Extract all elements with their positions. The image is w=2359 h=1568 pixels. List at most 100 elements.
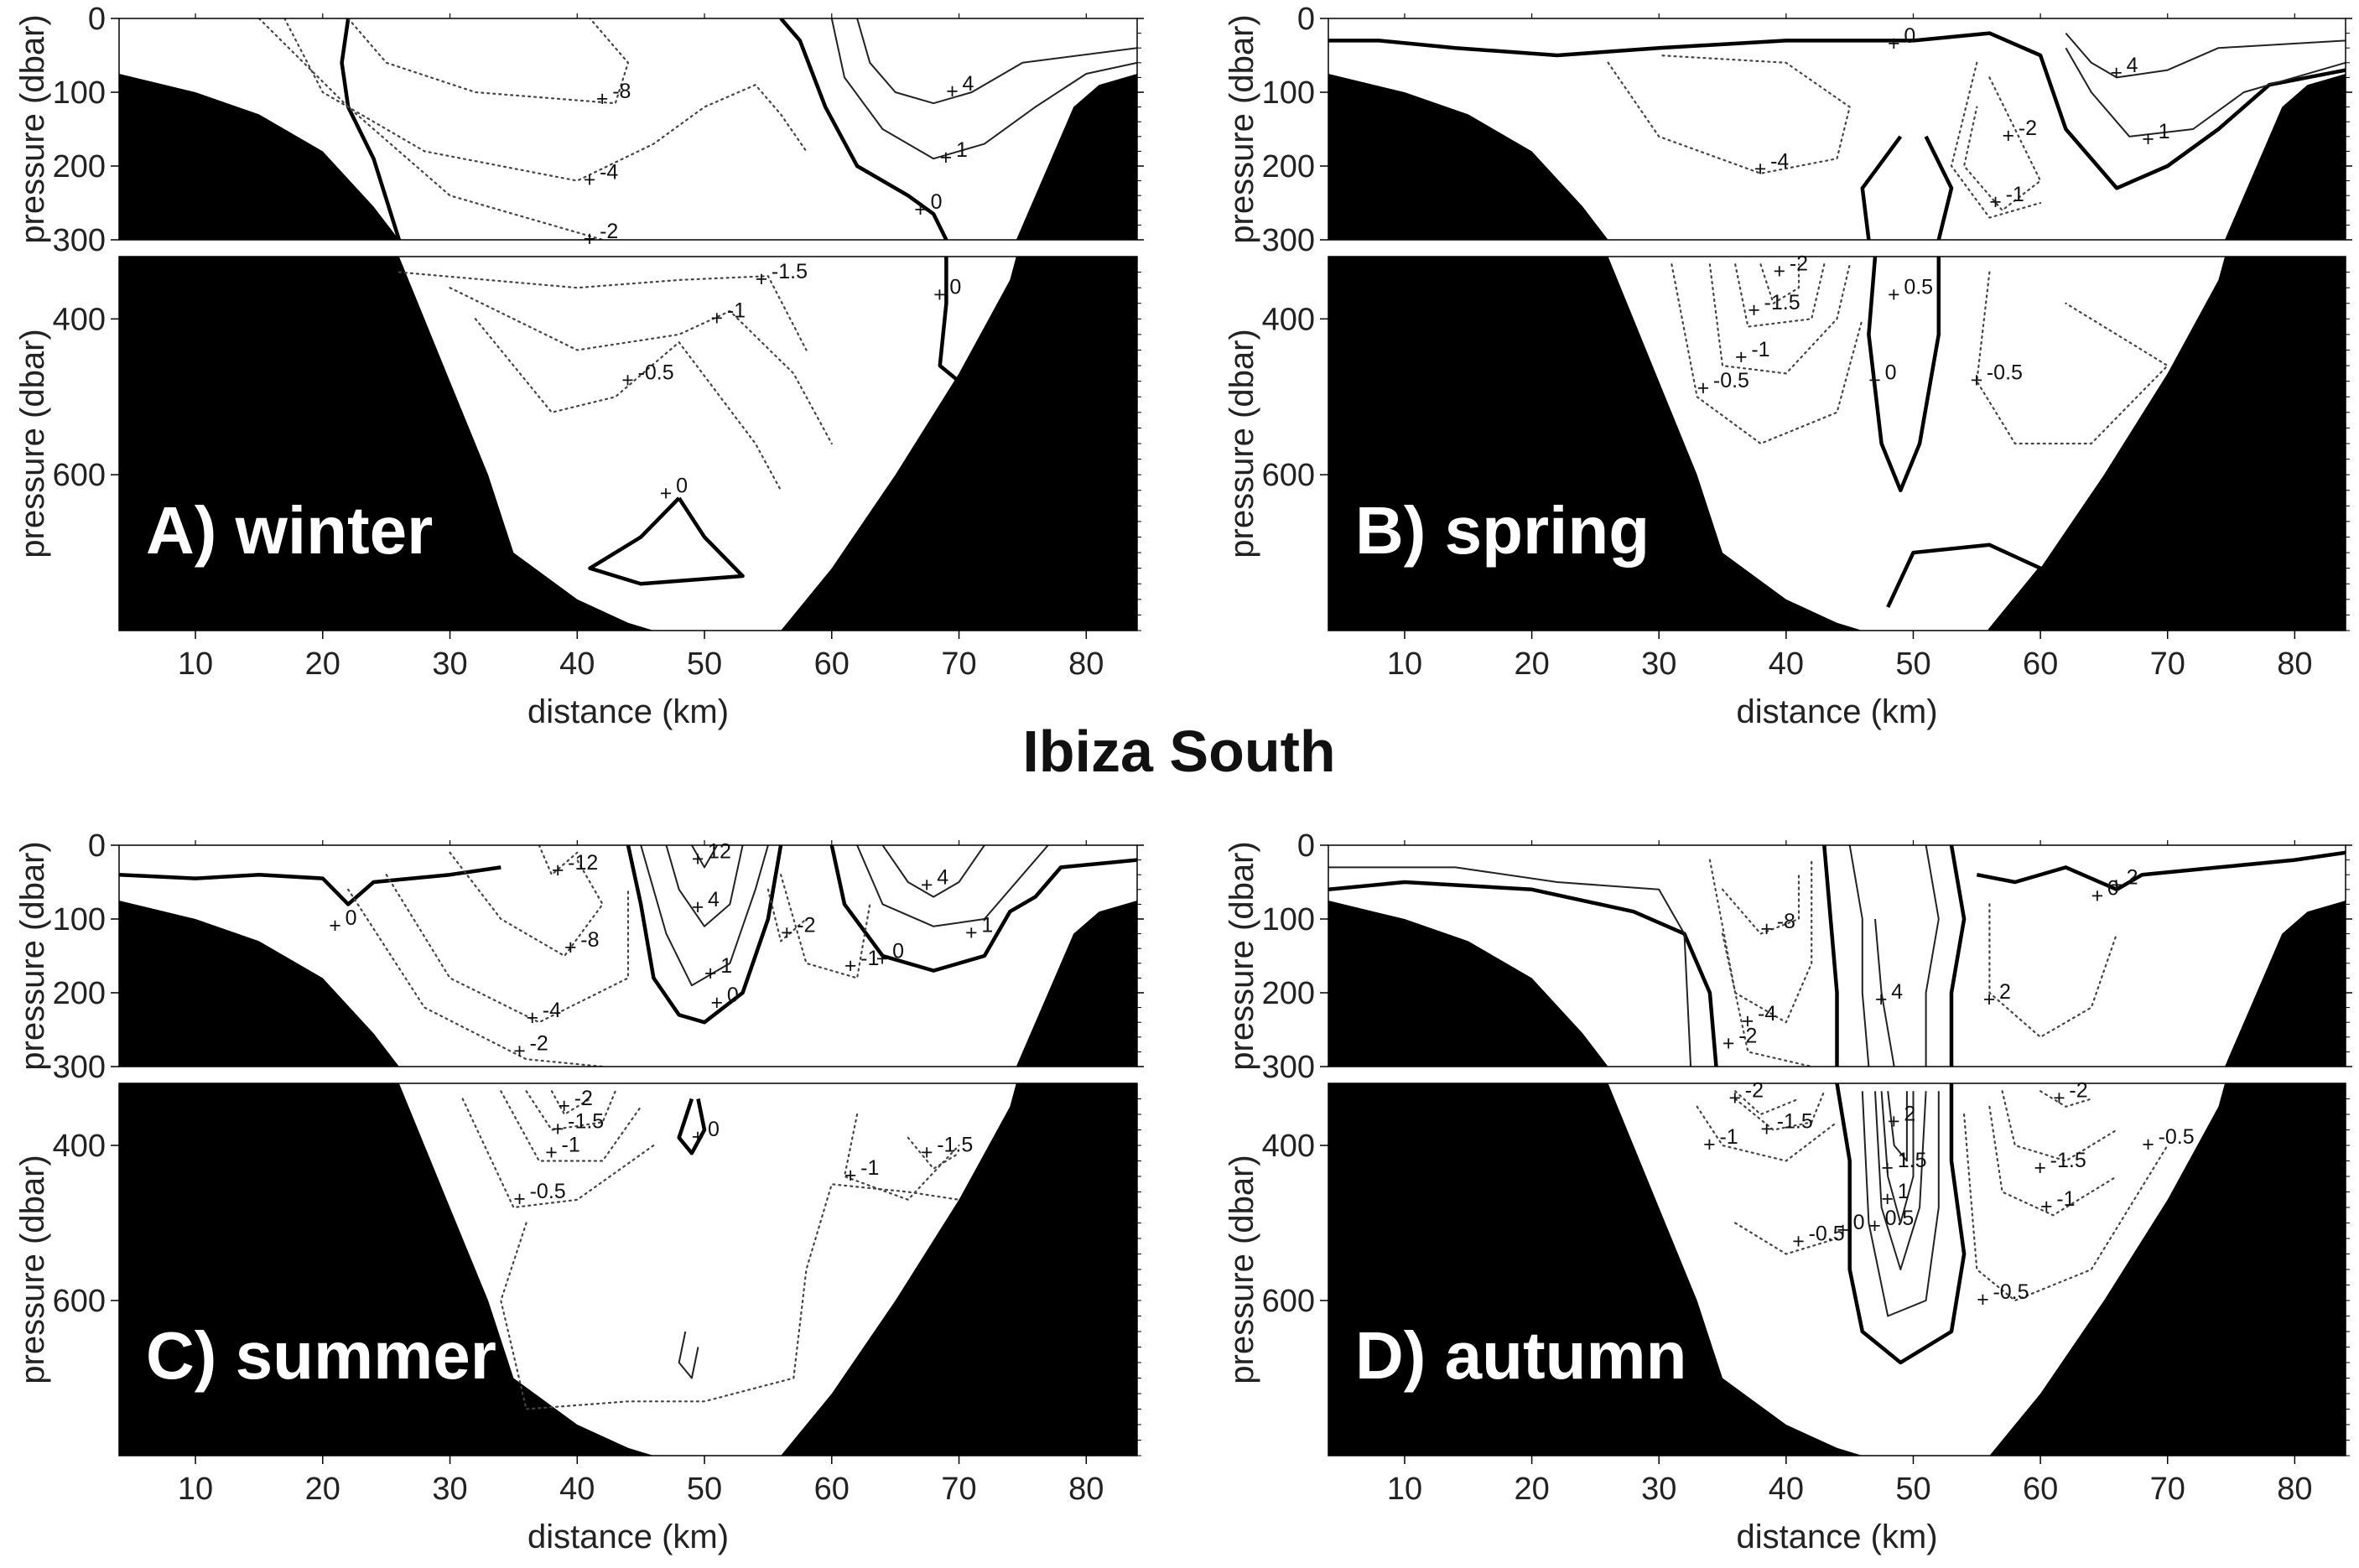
x-tick-label: 50: [1895, 646, 1930, 682]
contour-label-text: -0.5: [638, 361, 674, 385]
y-tick-label: 100: [1262, 75, 1315, 111]
contour-line--1: [1696, 1105, 1838, 1162]
y-axis-label-lower: pressure (dbar): [14, 329, 51, 558]
y-tick-label: 400: [53, 302, 106, 337]
y-tick-label: 600: [1262, 458, 1315, 493]
contour-label: + -4: [584, 161, 619, 192]
contour-label-text: -12: [568, 851, 598, 875]
contour-label-text: -2: [530, 1031, 548, 1055]
contour-label-plus: +: [1703, 1133, 1716, 1156]
x-tick-label: 10: [178, 1472, 213, 1507]
contour-line-0: [678, 1331, 699, 1379]
contour-label-plus: +: [1748, 299, 1760, 322]
contour-line--0.5: [474, 318, 782, 491]
contour-label-text: -1.5: [937, 1133, 973, 1156]
contour-line-0: [1822, 845, 1839, 1067]
contour-label-text: -1.5: [568, 1110, 604, 1134]
contour-label-plus: +: [1837, 1218, 1849, 1242]
contour-label: +0.5: [1868, 1207, 1914, 1238]
contour-label-text: 1: [1898, 1180, 1910, 1203]
x-tick-label: 40: [559, 1472, 595, 1507]
y-tick-label: 400: [1262, 302, 1315, 337]
x-tick-label: 30: [432, 646, 467, 682]
x-tick-label: 60: [814, 646, 850, 682]
y-tick-label: 400: [53, 1129, 106, 1164]
y-axis-label-lower: pressure (dbar): [1224, 1155, 1260, 1384]
contour-label-text: -2: [1745, 1079, 1764, 1103]
contour-line-4: [881, 845, 985, 898]
y-tick-label: 300: [53, 1050, 106, 1085]
x-tick-label: 70: [2150, 646, 2185, 682]
contour-label: +0: [660, 474, 688, 505]
contour-label-plus: +: [564, 936, 577, 959]
contour-label-text: 0.5: [1885, 1207, 1915, 1230]
contour-label-plus: +: [921, 1140, 933, 1164]
water-lower: [1328, 257, 2346, 631]
contour-label-text: -2: [600, 220, 618, 243]
seafloor-left-upper: [119, 901, 399, 1067]
y-tick-label: 100: [53, 75, 106, 111]
contour-label: + -4: [1742, 1002, 1777, 1033]
contour-label-plus: +: [2040, 1195, 2053, 1218]
contour-label-text: -2: [797, 914, 815, 937]
contour-line--1.5: [2001, 1090, 2118, 1162]
contour-line--1.5: [907, 1136, 960, 1170]
x-tick-label: 40: [559, 646, 595, 682]
x-tick-label: 50: [687, 1472, 722, 1507]
x-tick-label: 80: [1068, 1472, 1104, 1507]
y-tick-label: 300: [1262, 1050, 1315, 1085]
y-tick-label: 300: [1262, 223, 1315, 258]
contour-label-text: 4: [2127, 54, 2138, 77]
x-axis-label: distance (km): [1736, 1519, 1937, 1555]
contour-line--1.5: [1734, 263, 1826, 328]
contour-line-0: [1328, 880, 1718, 1067]
contour-label-plus: +: [1760, 917, 1773, 941]
contour-label-plus: +: [1868, 369, 1881, 392]
y-tick-label: 400: [1262, 1129, 1315, 1164]
contour-label-text: 2: [1904, 1102, 1915, 1125]
x-tick-label: 20: [1514, 1472, 1549, 1507]
x-tick-label: 30: [1641, 1472, 1676, 1507]
contour-label: + -1.5: [1748, 291, 1800, 322]
x-tick-label: 50: [1895, 1472, 1930, 1507]
x-tick-label: 20: [305, 1472, 340, 1507]
contour-line-0: [119, 865, 501, 906]
contour-label-plus: +: [1792, 1230, 1805, 1254]
contour-label-plus: +: [545, 1140, 558, 1164]
upper-axis-frame: [118, 18, 1138, 241]
contour-label-text: 0: [949, 275, 961, 299]
contour-label-text: 0: [2107, 877, 2119, 901]
contour-line-2: [1848, 845, 1870, 1067]
contour-label: + -2: [2002, 117, 2037, 148]
contour-label-plus: +: [584, 227, 596, 251]
contour-label-plus: +: [692, 896, 704, 919]
contour-label-plus: +: [1697, 376, 1710, 400]
contour-label: + -2: [1722, 1025, 1758, 1056]
contour-line--2: [257, 18, 604, 240]
contour-label: + -1: [711, 299, 746, 330]
x-tick-label: 60: [2023, 646, 2058, 682]
contour-label: + -1.5: [2034, 1149, 2086, 1180]
contour-label: +4: [946, 72, 974, 103]
contour-line-0: [1924, 135, 1954, 240]
contour-line-0: [626, 845, 783, 1025]
contour-label-text: -1.5: [772, 260, 808, 283]
contour-label-plus: +: [596, 87, 609, 111]
contour-label-text: -1: [1751, 338, 1769, 361]
contour-label: + -1: [1989, 183, 2024, 214]
contour-label-text: -1: [562, 1133, 580, 1156]
y-axis-label-upper: pressure (dbar): [1224, 14, 1260, 243]
contour-line-1: [2065, 47, 2346, 138]
x-tick-label: 20: [305, 646, 340, 682]
contour-label-text: -1.5: [1777, 1110, 1813, 1134]
seafloor-left-upper: [1328, 74, 1608, 240]
contour-label-plus: +: [844, 954, 857, 978]
y-tick-label: 100: [1262, 902, 1315, 937]
contour-label: + -0.5: [513, 1180, 565, 1211]
contour-line--8: [1721, 874, 1800, 935]
contour-label: +0: [1868, 361, 1896, 392]
contour-line--12: [538, 845, 579, 876]
contour-label: +1.5: [1881, 1149, 1926, 1180]
upper-axis-content: [119, 18, 1137, 240]
contour-line--1: [843, 1113, 960, 1201]
